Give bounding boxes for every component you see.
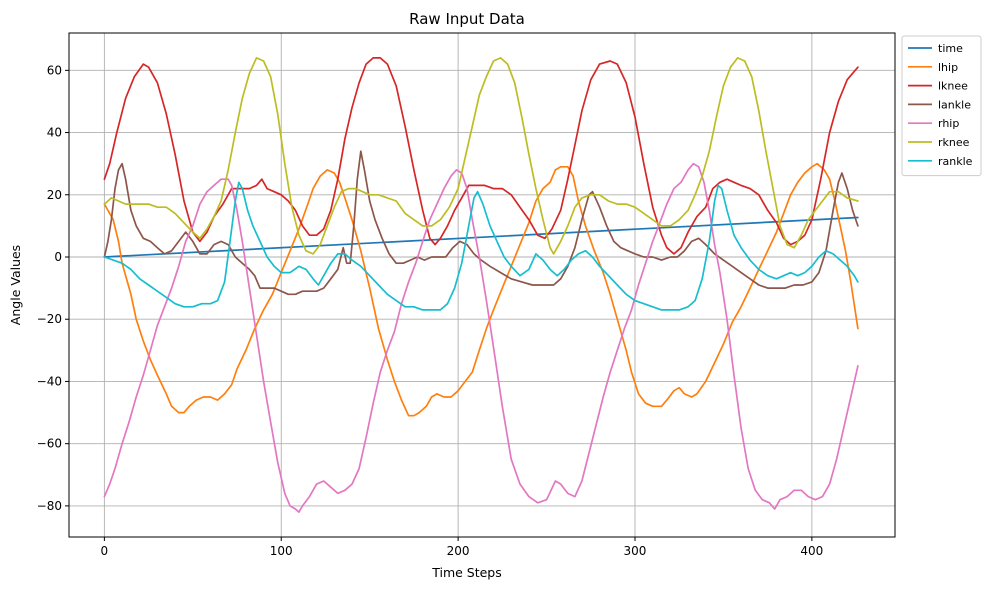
series-lines (103, 57, 859, 513)
y-tick-label: 0 (54, 250, 62, 264)
y-tick-label: −60 (37, 437, 62, 451)
legend-label-rknee: rknee (938, 136, 970, 149)
plot-frame (68, 32, 896, 538)
y-tick-label: −80 (37, 499, 62, 513)
series-line-lhip (103, 162, 859, 417)
x-tick-label: 100 (270, 544, 293, 558)
legend-label-rankle: rankle (938, 155, 973, 168)
series-line-rhip (103, 162, 859, 513)
grid (69, 33, 895, 537)
y-axis-label: Angle Values (8, 245, 23, 325)
x-axis-label: Time Steps (431, 565, 502, 580)
y-tick-label: 40 (47, 126, 62, 140)
series-line-rankle (103, 181, 859, 311)
series-line-lknee (103, 57, 859, 255)
x-tick-label: 0 (101, 544, 109, 558)
chart-title: Raw Input Data (409, 10, 525, 28)
y-tick-label: 60 (47, 63, 62, 77)
series-line-rknee (103, 57, 859, 255)
axis-ticks: 0 100 200 300 400 −80 −60 −40 −20 0 20 40 60 (37, 63, 824, 558)
y-tick-label: 20 (47, 188, 62, 202)
legend-box (901, 35, 982, 177)
y-tick-label: −20 (37, 312, 62, 326)
legend-label-lknee: lknee (938, 80, 968, 93)
series-line-lankle (103, 150, 859, 296)
legend-label-lhip: lhip (938, 61, 958, 74)
series-line-time (103, 216, 859, 258)
x-tick-label: 300 (624, 544, 647, 558)
x-tick-label: 200 (447, 544, 470, 558)
y-tick-label: −40 (37, 374, 62, 388)
x-tick-label: 400 (800, 544, 823, 558)
legend-label-lankle: lankle (938, 98, 971, 111)
legend-label-time: time (938, 42, 963, 55)
legend-label-rhip: rhip (938, 117, 959, 130)
legend: time lhip lknee lankle rhip rknee rankle (901, 35, 982, 177)
